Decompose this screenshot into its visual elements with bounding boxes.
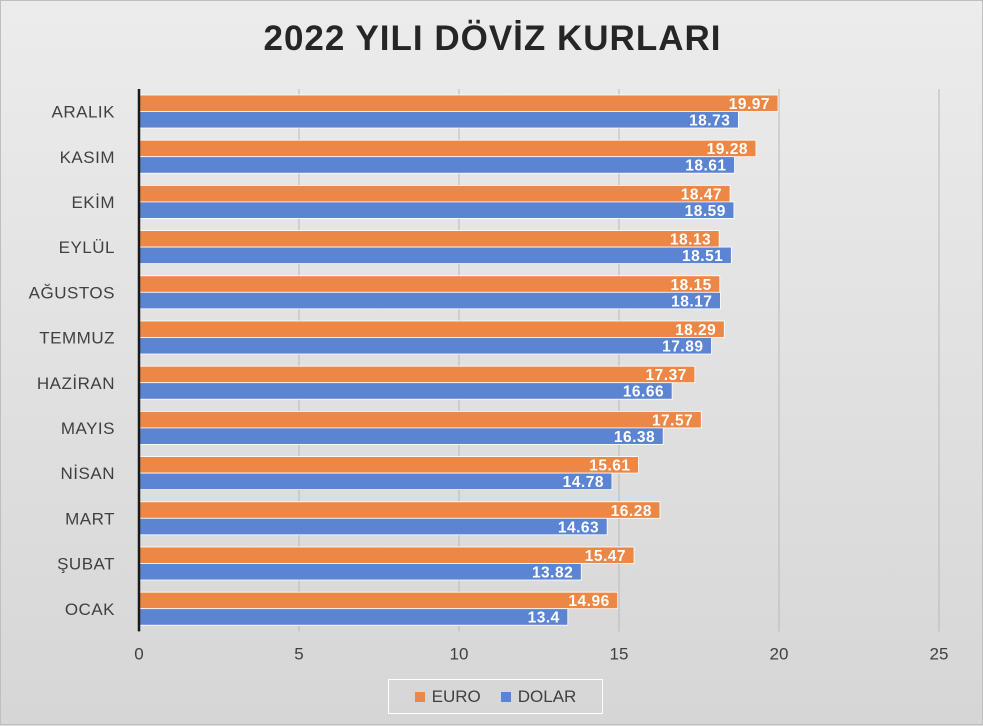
bar-dolar (138, 337, 712, 355)
x-tick-label: 10 (450, 644, 469, 663)
legend-swatch-euro (414, 691, 425, 702)
data-label-dolar: 18.73 (689, 113, 730, 130)
bar-euro (138, 546, 635, 564)
bar-dolar (138, 563, 582, 581)
x-tick-label: 25 (930, 644, 949, 663)
legend-label-dolar: DOLAR (517, 686, 577, 706)
x-tick-label: 20 (770, 644, 789, 663)
category-label: KASIM (60, 148, 115, 167)
bar-dolar (138, 382, 673, 400)
bar-euro (138, 139, 757, 158)
bar-euro (138, 410, 702, 429)
data-label-euro: 18.13 (670, 232, 711, 249)
data-label-euro: 15.47 (585, 548, 626, 565)
category-label: AĞUSTOS (29, 283, 115, 302)
data-label-dolar: 16.38 (614, 429, 655, 446)
bar-euro (138, 184, 731, 203)
data-label-euro: 17.37 (646, 367, 687, 384)
data-label-dolar: 17.89 (662, 339, 703, 356)
legend: EURO DOLAR (388, 679, 603, 714)
legend-item-euro: EURO (414, 686, 481, 707)
data-label-dolar: 18.61 (685, 158, 726, 175)
bar-euro (138, 456, 639, 474)
legend-label-euro: EURO (431, 686, 481, 706)
data-label-dolar: 13.82 (532, 565, 573, 582)
data-label-euro: 18.15 (671, 277, 712, 294)
data-label-dolar: 16.66 (623, 384, 664, 401)
bar-dolar (138, 156, 735, 174)
x-tick-label: 5 (294, 644, 303, 663)
bar-dolar (138, 291, 721, 310)
category-label: MART (65, 509, 115, 528)
data-label-dolar: 14.78 (563, 474, 604, 491)
legend-swatch-dolar (500, 691, 511, 702)
legend-item-dolar: DOLAR (500, 686, 577, 707)
data-label-euro: 19.28 (707, 141, 748, 158)
bar-euro (138, 591, 619, 610)
data-label-euro: 19.97 (729, 96, 770, 113)
bar-dolar (138, 517, 608, 536)
data-label-dolar: 18.59 (685, 203, 726, 220)
data-label-euro: 18.47 (681, 186, 722, 203)
data-label-dolar: 18.17 (671, 293, 712, 310)
x-tick-label: 15 (610, 644, 629, 663)
bar-dolar (138, 472, 613, 491)
bar-euro (138, 501, 661, 519)
bar-dolar (138, 608, 569, 626)
bar-euro (138, 365, 696, 384)
data-label-euro: 15.61 (589, 458, 630, 475)
data-label-euro: 18.29 (675, 322, 716, 339)
category-label: TEMMUZ (39, 329, 115, 348)
bar-dolar (138, 427, 664, 445)
data-label-dolar: 13.4 (528, 610, 560, 627)
category-label: OCAK (65, 600, 115, 619)
bar-dolar (138, 246, 732, 265)
data-label-dolar: 14.63 (558, 519, 599, 536)
category-label: NİSAN (61, 464, 115, 483)
bar-dolar (138, 111, 739, 129)
category-label: HAZİRAN (37, 374, 115, 393)
bar-dolar (138, 201, 735, 219)
data-label-euro: 14.96 (568, 593, 609, 610)
category-label: EKİM (71, 193, 115, 212)
category-label: ARALIK (52, 103, 116, 122)
category-label: MAYIS (61, 419, 115, 438)
chart-title: 2022 YILI DÖVİZ KURLARI (263, 19, 722, 58)
category-label: ŞUBAT (57, 555, 115, 574)
x-tick-label: 0 (134, 644, 143, 663)
bar-euro (138, 275, 721, 293)
bar-euro (138, 320, 725, 338)
data-label-euro: 16.28 (611, 503, 652, 520)
data-label-euro: 17.57 (652, 412, 693, 429)
bar-euro (138, 94, 779, 112)
data-label-dolar: 18.51 (682, 248, 723, 265)
bar-euro (138, 230, 720, 248)
category-label: EYLÜL (59, 238, 115, 257)
